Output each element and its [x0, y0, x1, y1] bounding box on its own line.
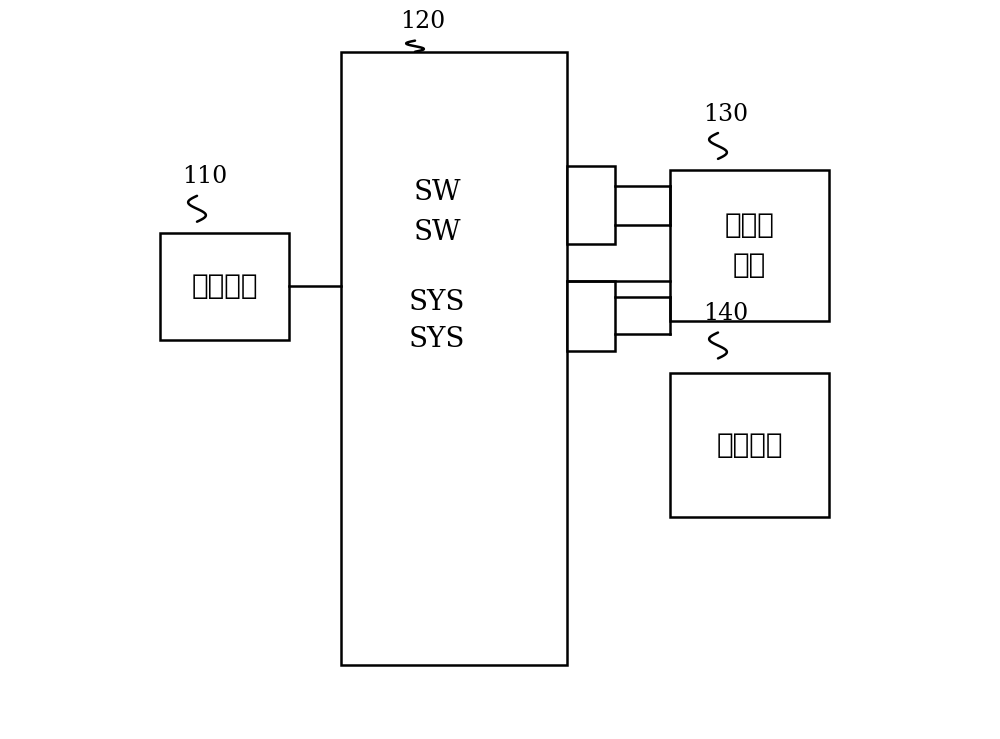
Text: 待充电
电池: 待充电 电池	[724, 212, 774, 279]
Bar	[567, 166, 615, 244]
Bar	[670, 170, 829, 321]
Text: SW: SW	[413, 219, 461, 246]
Text: 120: 120	[400, 10, 445, 33]
Text: 110: 110	[182, 166, 227, 188]
Bar	[567, 281, 615, 351]
Bar	[670, 373, 829, 517]
Text: 130: 130	[703, 103, 748, 126]
Text: SW: SW	[413, 179, 461, 205]
Text: 140: 140	[703, 302, 748, 325]
Bar	[341, 52, 567, 665]
Text: SYS: SYS	[409, 327, 465, 353]
Bar	[160, 233, 289, 340]
Text: 降压模块: 降压模块	[716, 432, 783, 459]
Text: 直流电源: 直流电源	[191, 273, 258, 300]
Text: SYS: SYS	[409, 290, 465, 316]
